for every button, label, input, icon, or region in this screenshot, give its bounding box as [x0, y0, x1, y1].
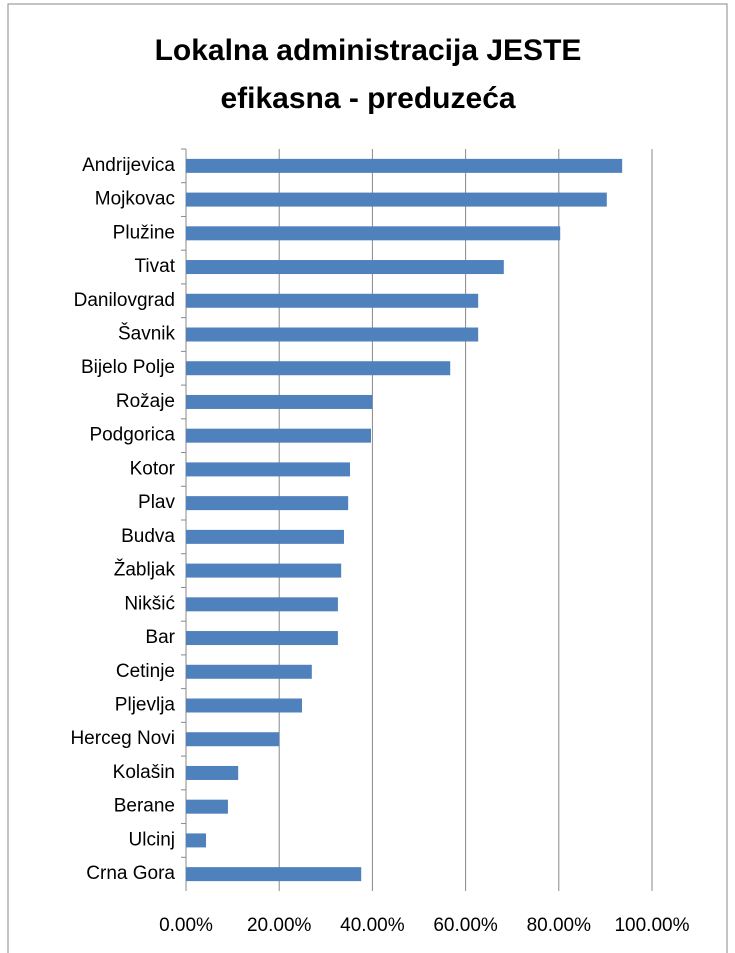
y-tick-label: Bar: [145, 627, 175, 648]
y-tick-label: Bijelo Polje: [81, 357, 175, 378]
bar: [186, 563, 342, 578]
bar: [186, 799, 228, 814]
bar: [186, 496, 349, 511]
x-tick-label: 0.00%: [159, 915, 213, 936]
y-tick-label: Cetinje: [116, 661, 175, 682]
y-tick-label: Plužine: [113, 222, 175, 243]
y-tick-label: Herceg Novi: [70, 728, 175, 749]
bar: [186, 867, 362, 882]
bar: [186, 192, 607, 207]
bar: [186, 293, 479, 308]
y-tick-label: Budva: [121, 526, 175, 547]
x-tick-label: 80.00%: [527, 915, 592, 936]
bar: [186, 260, 504, 275]
bar: [186, 158, 623, 173]
y-tick-label: Pljevlja: [115, 695, 176, 716]
y-tick-label: Žabljak: [114, 559, 176, 581]
y-tick-label: Kotor: [130, 458, 176, 479]
y-tick-label: Mojkovac: [95, 189, 175, 210]
chart-title: efikasna - preduzeća: [220, 82, 515, 115]
y-tick-label: Tivat: [135, 256, 176, 277]
bar: [186, 732, 280, 747]
bar: [186, 394, 373, 409]
x-tick-label: 20.00%: [247, 915, 312, 936]
y-tick-label: Danilovgrad: [74, 290, 175, 311]
bar: [186, 765, 239, 780]
y-tick-label: Crna Gora: [86, 863, 175, 884]
y-tick-label: Andrijevica: [82, 155, 175, 176]
y-tick-label: Ulcinj: [129, 829, 175, 850]
y-tick-label: Berane: [114, 796, 175, 817]
bar: [186, 631, 338, 646]
y-tick-label: Kolašin: [113, 762, 175, 783]
bar: [186, 833, 207, 848]
bar: [186, 327, 479, 342]
bar: [186, 698, 303, 713]
bar: [186, 361, 451, 376]
y-tick-label: Rožaje: [116, 391, 175, 412]
y-tick-label: Plav: [138, 492, 175, 513]
bar: [186, 226, 561, 241]
x-tick-label: 100.00%: [614, 915, 689, 936]
y-tick-label: Nikšić: [124, 593, 175, 614]
x-tick-label: 40.00%: [340, 915, 405, 936]
bar: [186, 428, 372, 443]
x-tick-label: 60.00%: [433, 915, 498, 936]
chart-title: Lokalna administracija JESTE: [155, 34, 582, 67]
bar: [186, 529, 344, 544]
bar: [186, 462, 351, 477]
bar: [186, 597, 338, 612]
y-tick-label: Podgorica: [89, 425, 175, 446]
bar: [186, 664, 312, 679]
y-tick-label: Šavnik: [118, 323, 176, 345]
